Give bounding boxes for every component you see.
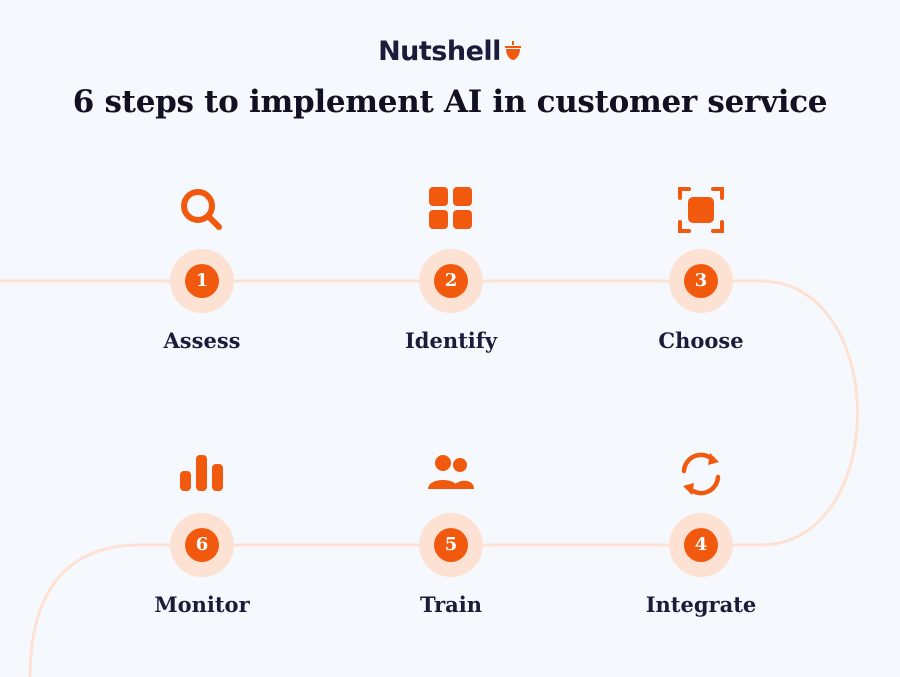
step-label: Choose [658, 328, 744, 353]
step-number-badge: 3 [669, 249, 733, 313]
step-label: Integrate [645, 592, 757, 617]
step-label: Identify [404, 328, 498, 353]
search-icon [181, 189, 222, 230]
step-number-badge: 4 [669, 513, 733, 577]
step-label: Assess [163, 328, 241, 353]
step-number: 4 [684, 528, 718, 562]
step-number-badge: 5 [419, 513, 483, 577]
brand-name: Nutshell [378, 36, 501, 67]
brand-logo: Nutshell [0, 36, 900, 67]
sync-icon [681, 452, 721, 496]
step-label: Monitor [154, 592, 250, 617]
grid-icon [429, 187, 472, 229]
step-number: 5 [434, 528, 468, 562]
acorn-icon [504, 41, 521, 60]
bar-chart-icon [180, 455, 223, 491]
step-number-badge: 6 [170, 513, 234, 577]
users-icon [428, 455, 474, 489]
focus-frame-icon [678, 187, 724, 233]
step-number-badge: 2 [419, 249, 483, 313]
step-label: Train [419, 592, 482, 617]
step-number: 6 [185, 528, 219, 562]
step-number: 2 [434, 264, 468, 298]
page-title: 6 steps to implement AI in customer serv… [72, 84, 828, 120]
step-number-badge: 1 [170, 249, 234, 313]
step-number: 1 [185, 264, 219, 298]
step-number: 3 [684, 264, 718, 298]
